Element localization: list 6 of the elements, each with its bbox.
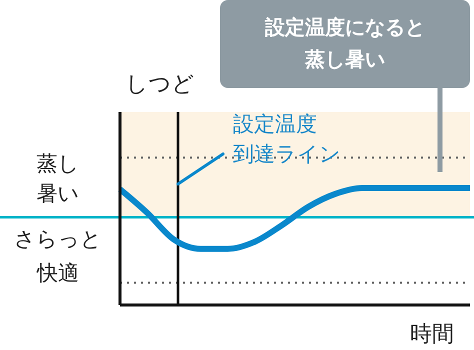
y-axis-title: しつど: [126, 72, 194, 97]
text: さらっと快適: [14, 227, 102, 285]
text: 設定温度になると蒸し暑い: [264, 15, 425, 71]
band-label: 蒸し暑い: [36, 152, 80, 206]
text: 設定温度到達ライン: [233, 112, 341, 166]
x-axis-title: 時間: [410, 322, 454, 347]
